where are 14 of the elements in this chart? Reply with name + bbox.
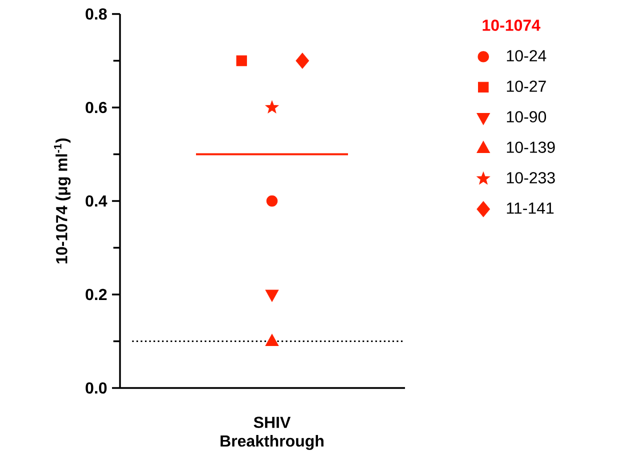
legend-label: 11-141 (506, 202, 554, 214)
legend-label: 10-139 (506, 142, 555, 153)
y-tick-label: 0.0 (86, 382, 107, 394)
x-tick-label: SHIV Breakthrough (220, 416, 324, 450)
legend-title: 10-1074 (482, 20, 540, 31)
legend-label: 10-24 (506, 50, 546, 62)
y-tick-label: 0.2 (86, 288, 107, 300)
y-tick-label: 0.4 (86, 195, 108, 207)
y-tick-label: 0.8 (86, 8, 107, 20)
y-axis-title: 10-1074 (μg ml$^{-1}$) (54, 138, 71, 264)
y-tick-label: 0.6 (86, 102, 107, 114)
legend-label: 10-27 (506, 80, 546, 92)
legend-label: 10-90 (506, 111, 546, 122)
legend-label: 10-233 (506, 172, 555, 184)
